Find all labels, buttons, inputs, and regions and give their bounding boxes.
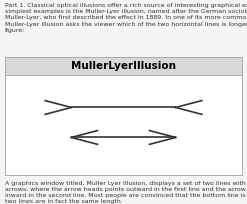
Text: MullerLyerIllusion: MullerLyerIllusion: [71, 61, 176, 71]
Text: Part 1. Classical optical illusions offer a rich source of interesting graphical: Part 1. Classical optical illusions offe…: [5, 3, 247, 33]
Text: A graphics window titled, Muller Lyer Illusion, displays a set of two lines with: A graphics window titled, Muller Lyer Il…: [5, 181, 247, 204]
FancyBboxPatch shape: [5, 57, 242, 75]
FancyBboxPatch shape: [5, 57, 242, 175]
